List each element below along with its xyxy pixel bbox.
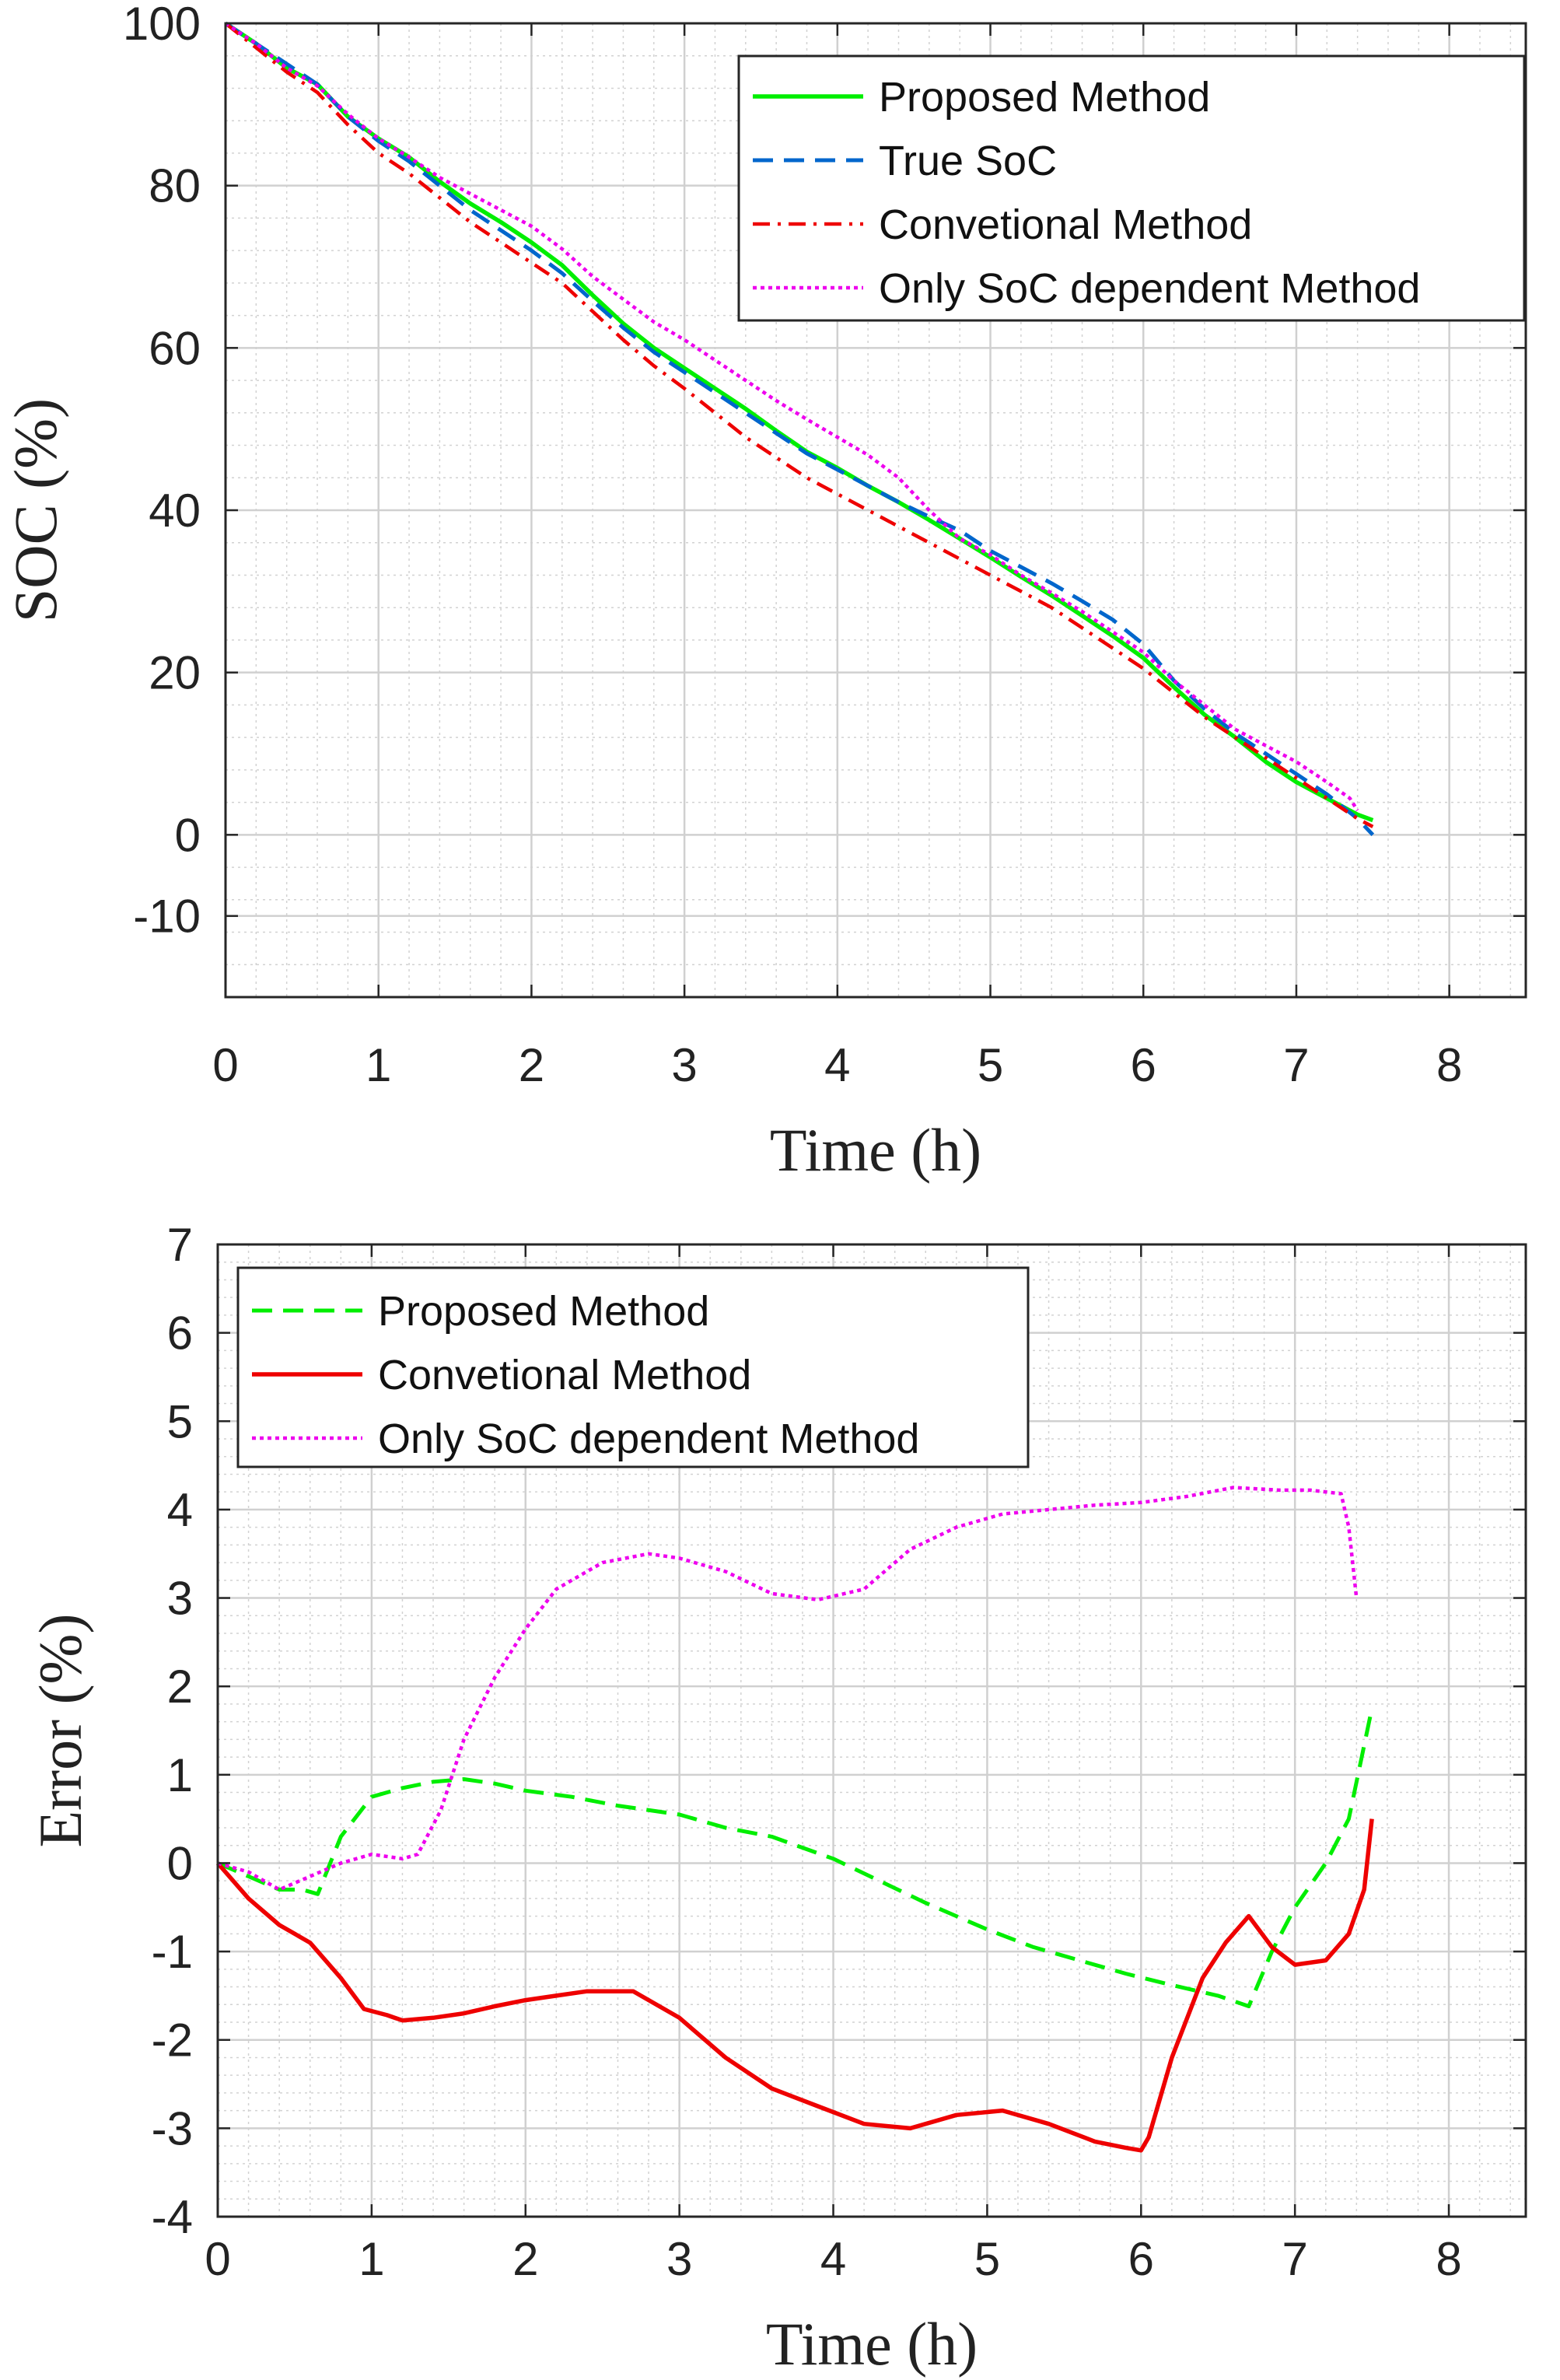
y-tick-label: 100 [123,0,201,50]
x-tick-label: 8 [1436,2233,1461,2285]
legend: Proposed Method Convetional Method Only So… [236,1266,1030,1468]
x-tick-label: 7 [1282,2233,1307,2285]
y-tick-label: -2 [152,2014,193,2067]
series-line-proposed-method [217,1708,1374,2008]
y-axis-label: SOC (%) [2,398,69,622]
x-tick-label: 3 [671,1039,697,1091]
x-tick-label: 6 [1128,2233,1154,2285]
soc-chart: 0 1 2 3 4 5 6 7 8 -10 0 20 40 60 80 100 Time (h) SOC (%) P… [2,0,1527,1184]
legend-label-only-soc-dependent-method: Only SoC dependent Method [879,265,1420,312]
y-tick-label: 80 [149,160,201,212]
y-tick-label: -3 [152,2102,193,2154]
x-tick-label: 0 [205,2233,230,2285]
axes-box [216,1243,1527,2218]
x-tick-label: 5 [978,1039,1003,1091]
y-tick-label: 60 [149,322,201,374]
legend-box [236,1266,1030,1468]
x-tick-label: 4 [824,1039,850,1091]
series-line-convetional-method [215,1818,1374,2153]
x-tick-label: 5 [974,2233,1000,2285]
legend-label-convetional-method: Convetional Method [378,1352,751,1398]
y-tick-label: 0 [167,1837,193,1889]
x-tick-label: 4 [820,2233,846,2285]
ticks: 0 1 2 3 4 5 6 7 8 -10 0 20 40 60 80 100 [123,0,1526,1091]
y-tick-label: 3 [167,1573,193,1625]
legend-label-true-soc: True SoC [879,138,1057,184]
series-line-true-soc [224,21,1375,837]
y-axis-label: Error (%) [26,1614,94,1848]
x-tick-label: 7 [1283,1039,1309,1091]
y-tick-label: -4 [152,2191,193,2243]
x-tick-label: 6 [1131,1039,1156,1091]
series-line-only-soc-dependent-method [224,22,1359,812]
x-tick-label: 1 [366,1039,391,1091]
ticks: 0 1 2 3 4 5 6 7 8 -4 -3 -2 -1 0 1 2 3 4 5 6 7 [152,1219,1526,2285]
series-line-convetional-method [224,22,1374,828]
y-tick-label: 40 [149,485,201,537]
y-tick-label: 20 [149,647,201,699]
x-tick-label: 8 [1436,1039,1462,1091]
x-tick-label: 0 [212,1039,238,1091]
y-tick-label: 5 [167,1395,193,1447]
series-group [215,1486,1374,2153]
series-group [224,21,1375,837]
x-axis-label: Time (h) [766,2310,978,2378]
x-tick-label: 3 [666,2233,692,2285]
y-tick-label: 1 [167,1749,193,1801]
series-line-only-soc-dependent-method [217,1486,1359,1892]
x-tick-label: 1 [359,2233,384,2285]
x-tick-label: 2 [519,1039,544,1091]
error-chart: 0 1 2 3 4 5 6 7 8 -4 -3 -2 -1 0 1 2 3 4 5 6 7 Time (h) Error (… [26,1219,1527,2378]
legend-box [737,54,1526,322]
legend-label-convetional-method: Convetional Method [879,201,1252,248]
y-tick-label: 0 [175,809,201,861]
y-tick-label: 4 [167,1484,193,1536]
y-tick-label: -1 [152,1926,193,1978]
y-tick-label: 7 [167,1219,193,1271]
y-tick-label: 6 [167,1307,193,1360]
y-tick-label: -10 [133,891,201,943]
legend-label-only-soc-dependent-method: Only SoC dependent Method [378,1416,919,1462]
legend: Proposed Method True SoC Convetional Metho… [737,54,1526,322]
x-axis-label: Time (h) [770,1116,981,1184]
legend-label-proposed-method: Proposed Method [879,74,1210,121]
x-tick-label: 2 [512,2233,538,2285]
legend-label-proposed-method: Proposed Method [378,1288,709,1335]
y-tick-label: 2 [167,1661,193,1713]
